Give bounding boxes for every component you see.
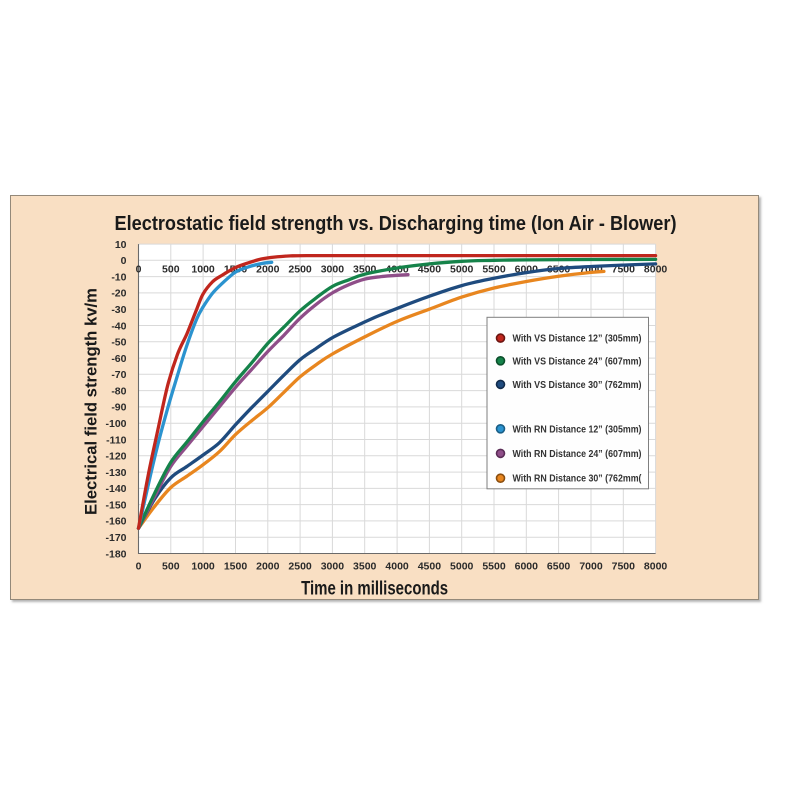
svg-text:3500: 3500 [353, 561, 377, 573]
svg-text:5000: 5000 [450, 561, 474, 573]
svg-text:1500: 1500 [224, 561, 248, 573]
svg-text:4500: 4500 [418, 561, 442, 573]
svg-text:500: 500 [162, 561, 180, 573]
svg-text:With RN Distance 30” (762mm(: With RN Distance 30” (762mm( [513, 474, 643, 485]
svg-text:-10: -10 [111, 271, 126, 283]
svg-text:3000: 3000 [321, 264, 345, 276]
svg-text:Time in milliseconds: Time in milliseconds [301, 579, 448, 600]
svg-text:0: 0 [136, 264, 142, 276]
svg-text:4000: 4000 [385, 561, 409, 573]
svg-text:0: 0 [136, 561, 142, 573]
svg-text:-30: -30 [111, 304, 126, 316]
svg-text:-170: -170 [105, 532, 126, 544]
svg-text:-140: -140 [105, 483, 126, 495]
svg-text:6000: 6000 [515, 561, 539, 573]
svg-text:1000: 1000 [191, 561, 215, 573]
svg-text:-150: -150 [105, 499, 126, 511]
svg-text:500: 500 [162, 264, 180, 276]
svg-text:6500: 6500 [547, 561, 571, 573]
svg-text:With VS Distance 24” (607mm): With VS Distance 24” (607mm) [513, 356, 642, 367]
svg-text:-50: -50 [111, 337, 126, 349]
svg-text:7000: 7000 [579, 561, 603, 573]
svg-text:5000: 5000 [450, 264, 474, 276]
svg-text:0: 0 [121, 255, 127, 267]
svg-text:-130: -130 [105, 467, 126, 479]
svg-text:-180: -180 [105, 548, 126, 560]
svg-text:-100: -100 [105, 418, 126, 430]
svg-text:With VS Distance 30” (762mm): With VS Distance 30” (762mm) [513, 380, 642, 391]
svg-text:3000: 3000 [321, 561, 345, 573]
svg-text:7500: 7500 [612, 561, 636, 573]
svg-text:-80: -80 [111, 385, 126, 397]
svg-text:-70: -70 [111, 369, 126, 381]
svg-text:4500: 4500 [418, 264, 442, 276]
svg-text:-60: -60 [111, 353, 126, 365]
svg-text:10: 10 [115, 239, 127, 251]
svg-text:-160: -160 [105, 516, 126, 528]
svg-text:With RN Distance 12” (305mm): With RN Distance 12” (305mm) [513, 424, 642, 435]
svg-text:2500: 2500 [288, 561, 312, 573]
svg-text:With VS Distance 12” (305mm): With VS Distance 12” (305mm) [513, 334, 642, 345]
svg-text:8000: 8000 [644, 561, 668, 573]
svg-text:5500: 5500 [482, 561, 506, 573]
svg-text:-20: -20 [111, 288, 126, 300]
svg-text:-40: -40 [111, 320, 126, 332]
svg-text:2000: 2000 [256, 264, 280, 276]
svg-text:8000: 8000 [644, 264, 668, 276]
svg-text:With RN Distance 24” (607mm): With RN Distance 24” (607mm) [513, 449, 642, 460]
svg-text:2000: 2000 [256, 561, 280, 573]
svg-text:2500: 2500 [288, 264, 312, 276]
svg-text:1000: 1000 [191, 264, 215, 276]
svg-text:Electrostatic field strength v: Electrostatic field strength vs. Dischar… [115, 212, 677, 235]
svg-text:-120: -120 [105, 451, 126, 463]
svg-text:-110: -110 [106, 434, 127, 446]
svg-text:-90: -90 [111, 402, 126, 414]
svg-text:Electrical field strength kv/m: Electrical field strength kv/m [82, 288, 101, 515]
svg-text:5500: 5500 [482, 264, 506, 276]
